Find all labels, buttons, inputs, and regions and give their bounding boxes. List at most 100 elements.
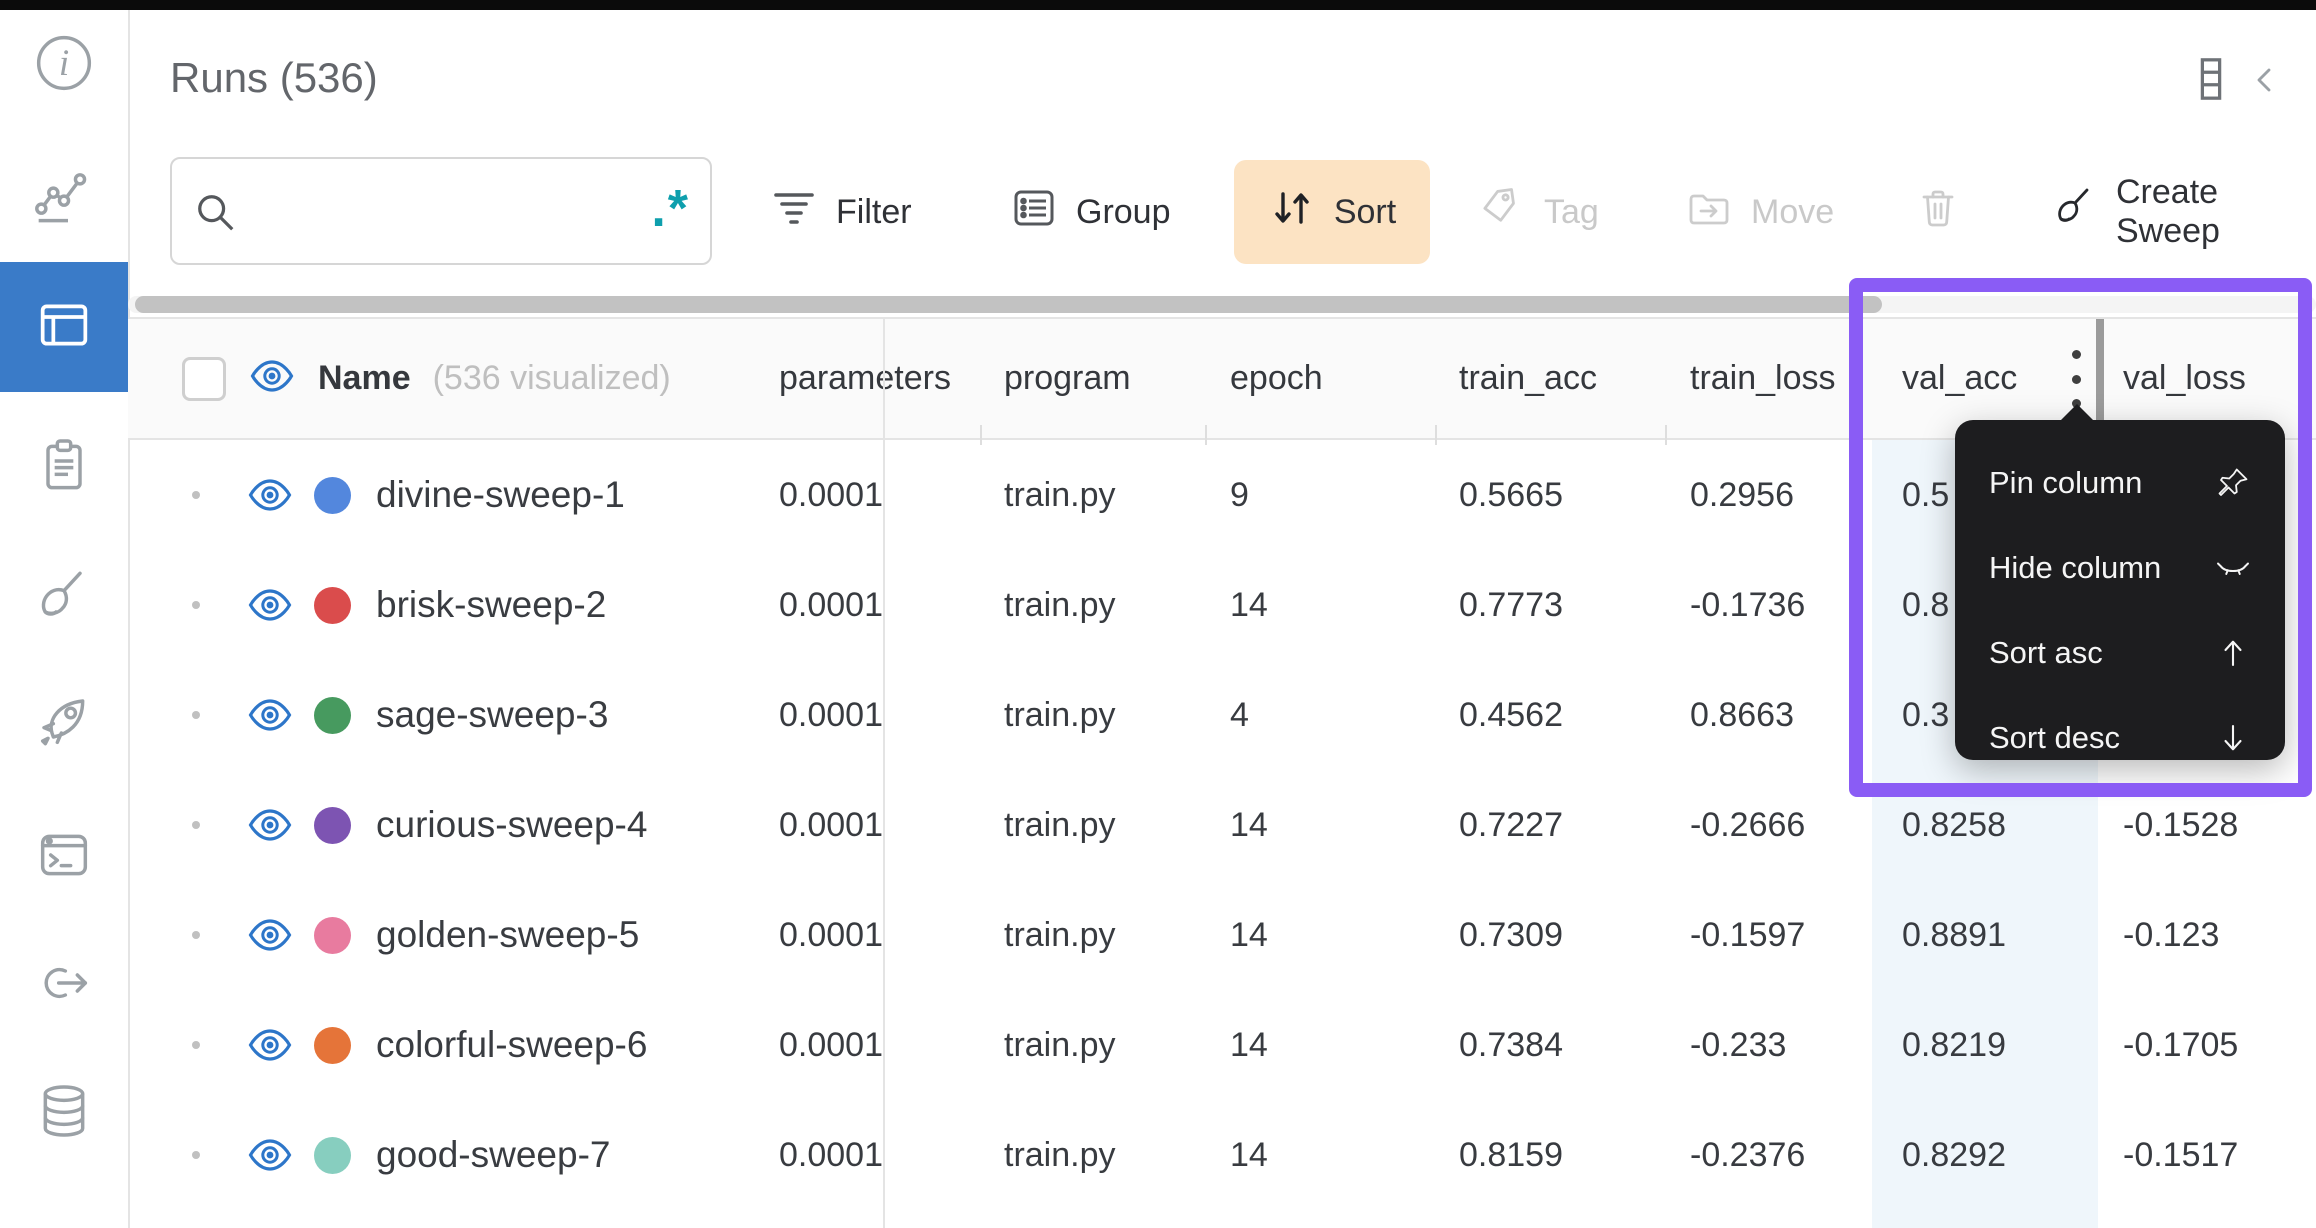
rocket-icon	[32, 689, 96, 758]
visibility-eye-icon[interactable]	[246, 801, 294, 849]
sidebar-item-info[interactable]: i	[0, 10, 128, 120]
visibility-eye-icon[interactable]	[246, 581, 294, 629]
visibility-eye-icon[interactable]	[246, 691, 294, 739]
tag-button[interactable]: Tag	[1478, 160, 1599, 264]
sidebar-item-artifacts[interactable]	[0, 1058, 128, 1168]
menu-item-label: Pin column	[1989, 464, 2143, 500]
cell-train_loss: -0.2376	[1690, 1136, 1806, 1174]
column-header-train_acc[interactable]: train_acc	[1459, 359, 1597, 397]
line-chart-icon	[32, 162, 96, 231]
visualized-count: (536 visualized)	[432, 359, 671, 397]
run-color-dot	[314, 1027, 351, 1064]
table-row: sage-sweep-3 0.0001 train.py 4 0.4562 0.8663 0…	[128, 660, 2316, 770]
column-header-train_loss[interactable]: train_loss	[1690, 359, 1836, 397]
visibility-eye-icon[interactable]	[246, 1021, 294, 1069]
run-name[interactable]: divine-sweep-1	[376, 474, 625, 515]
column-header-val_loss[interactable]: val_loss	[2123, 359, 2246, 397]
sidebar-item-launch[interactable]	[0, 668, 128, 778]
cell-val_acc: 0.8	[1902, 586, 1950, 624]
column-header-program[interactable]: program	[1004, 359, 1131, 397]
cell-train_loss: 0.8663	[1690, 696, 1794, 734]
drag-handle-dot[interactable]	[192, 491, 200, 499]
cell-val_acc: 0.8292	[1902, 1136, 2006, 1174]
drag-handle-dot[interactable]	[192, 821, 200, 829]
menu-item-sort-asc[interactable]: Sort asc	[1955, 610, 2285, 695]
cell-program: train.py	[1004, 696, 1116, 734]
cell-parameters: 0.0001	[779, 476, 883, 514]
broom-icon	[2050, 184, 2098, 241]
group-button[interactable]: Group	[1010, 160, 1171, 264]
sidebar: i	[0, 10, 130, 1228]
menu-item-hide-column[interactable]: Hide column	[1955, 525, 2285, 610]
filter-button[interactable]: Filter	[770, 160, 912, 264]
run-color-dot	[314, 587, 351, 624]
horizontal-scrollbar-thumb[interactable]	[135, 296, 1882, 313]
run-name[interactable]: sage-sweep-3	[376, 694, 609, 735]
column-settings-button[interactable]	[2188, 56, 2234, 107]
cell-parameters: 0.0001	[779, 586, 883, 624]
run-name[interactable]: good-sweep-7	[376, 1134, 611, 1175]
delete-button[interactable]	[1914, 160, 1962, 264]
drag-handle-dot[interactable]	[192, 711, 200, 719]
cell-val_acc: 0.8891	[1902, 916, 2006, 954]
menu-item-label: Sort desc	[1989, 719, 2120, 755]
tag-label: Tag	[1544, 192, 1599, 231]
sidebar-item-runs-table[interactable]	[0, 262, 128, 392]
menu-item-sort-desc[interactable]: Sort desc	[1955, 695, 2285, 780]
collapse-panel-button[interactable]	[2244, 60, 2284, 105]
sort-button[interactable]: Sort	[1234, 160, 1430, 264]
filter-label: Filter	[836, 192, 912, 231]
cell-train_acc: 0.8159	[1459, 1136, 1563, 1174]
sidebar-item-logs[interactable]	[0, 802, 128, 912]
search-input[interactable]	[242, 165, 626, 259]
drag-handle-dot[interactable]	[192, 1041, 200, 1049]
run-name[interactable]: brisk-sweep-2	[376, 584, 607, 625]
sidebar-item-sweeps[interactable]	[0, 543, 128, 653]
cell-val_acc: 0.5	[1902, 476, 1950, 514]
column-menu-kebab-icon[interactable]	[2056, 350, 2096, 408]
table-row: divine-sweep-1 0.0001 train.py 9 0.5665 0.295…	[128, 440, 2316, 550]
drag-handle-dot[interactable]	[192, 1151, 200, 1159]
visibility-eye-icon[interactable]	[246, 471, 294, 519]
column-header-val_acc[interactable]: val_acc	[1902, 359, 2018, 397]
columns-icon	[2188, 58, 2234, 106]
cell-program: train.py	[1004, 806, 1116, 844]
visibility-eye-icon[interactable]	[248, 352, 296, 405]
column-header-name[interactable]: Name (536 visualized)	[170, 317, 671, 440]
cell-val_loss: -0.123	[2123, 916, 2220, 954]
run-name[interactable]: colorful-sweep-6	[376, 1024, 648, 1065]
menu-item-pin-column[interactable]: Pin column	[1955, 440, 2285, 525]
visibility-eye-icon[interactable]	[246, 1131, 294, 1179]
column-boundary-tick	[1435, 425, 1437, 445]
run-name[interactable]: curious-sweep-4	[376, 804, 648, 845]
run-name[interactable]: golden-sweep-5	[376, 914, 640, 955]
sidebar-item-automations[interactable]	[0, 930, 128, 1040]
menu-item-label: Sort asc	[1989, 634, 2103, 670]
column-header-parameters[interactable]: parameters	[779, 359, 951, 397]
cell-val_acc: 0.3	[1902, 696, 1950, 734]
cell-epoch: 14	[1230, 1026, 1268, 1064]
drag-handle-dot[interactable]	[192, 601, 200, 609]
sort-label: Sort	[1333, 192, 1397, 231]
sidebar-item-charts[interactable]	[0, 141, 128, 251]
cell-train_acc: 0.7309	[1459, 916, 1563, 954]
regex-toggle-icon[interactable]: .*	[651, 180, 690, 238]
group-label: Group	[1076, 192, 1171, 231]
cell-train_acc: 0.7773	[1459, 586, 1563, 624]
table-row: colorful-sweep-6 0.0001 train.py 14 0.7384 -0…	[128, 990, 2316, 1100]
run-color-dot	[314, 807, 351, 844]
visibility-eye-icon[interactable]	[246, 911, 294, 959]
select-all-checkbox[interactable]	[182, 356, 226, 401]
column-boundary-tick	[980, 425, 982, 445]
create-sweep-button[interactable]: Create Sweep	[2050, 160, 2316, 264]
column-header-epoch[interactable]: epoch	[1230, 359, 1323, 397]
cell-train_loss: -0.1597	[1690, 916, 1806, 954]
drag-handle-dot[interactable]	[192, 931, 200, 939]
table-icon	[32, 293, 96, 362]
move-button[interactable]: Move	[1685, 160, 1834, 264]
column-resize-handle[interactable]	[2096, 319, 2104, 438]
cell-program: train.py	[1004, 586, 1116, 624]
cell-train_acc: 0.7384	[1459, 1026, 1563, 1064]
menu-caret	[2060, 404, 2094, 421]
sidebar-item-notes[interactable]	[0, 412, 128, 522]
